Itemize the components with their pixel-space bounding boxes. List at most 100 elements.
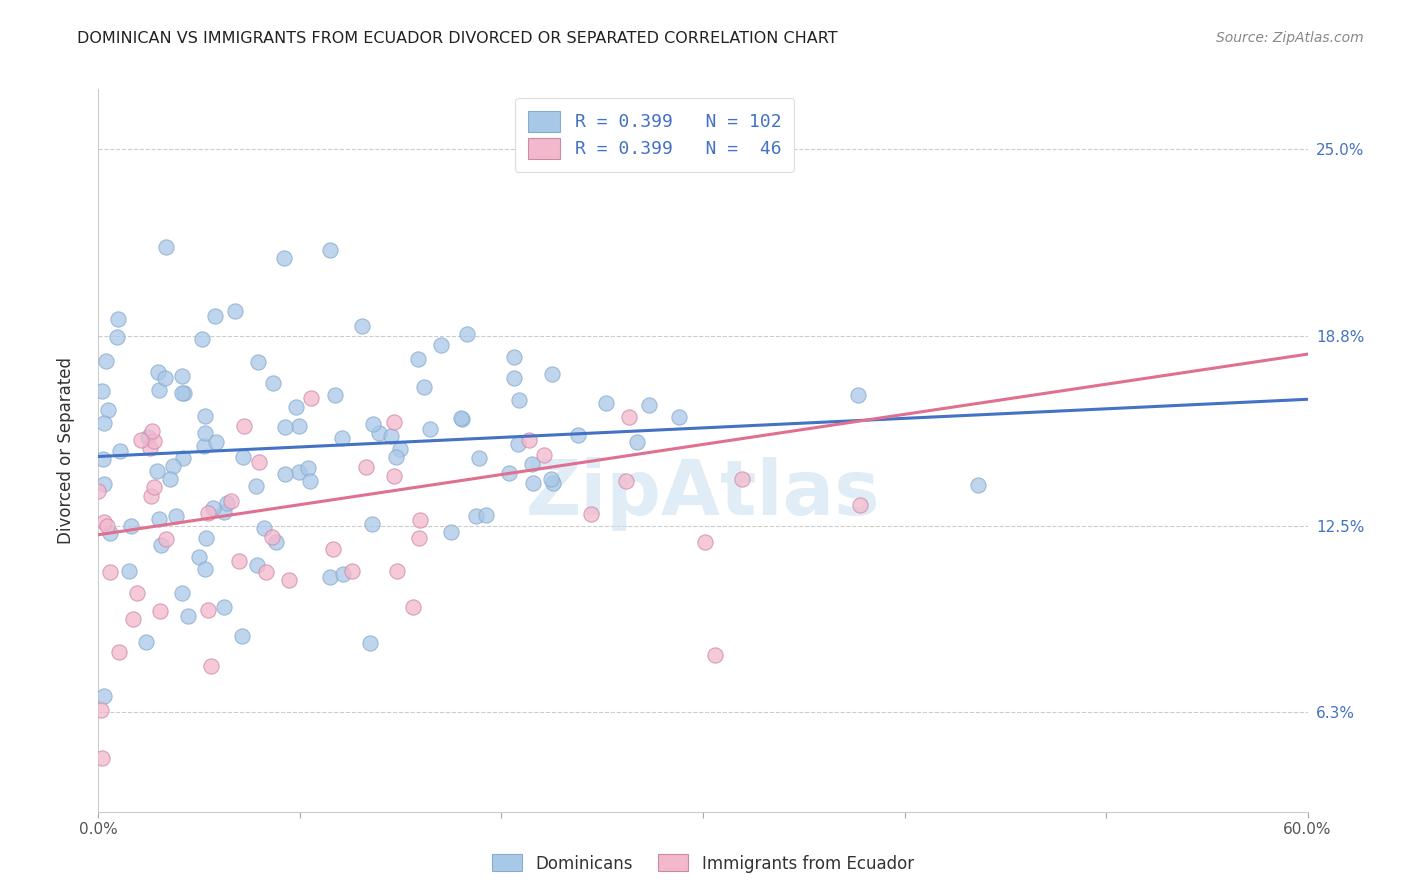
Point <box>94 354 117 368</box>
Point <box>299 391 322 405</box>
Point <box>380 429 402 443</box>
Point <box>172 450 194 465</box>
Point <box>323 388 346 402</box>
Legend: R = 0.399   N = 102, R = 0.399   N =  46: R = 0.399 N = 102, R = 0.399 N = 46 <box>515 98 794 171</box>
Point <box>125 585 148 599</box>
Point <box>277 573 299 587</box>
Point <box>247 354 270 368</box>
Point <box>406 351 429 366</box>
Point <box>231 629 253 643</box>
Point <box>541 367 564 381</box>
Point <box>340 564 363 578</box>
Point <box>456 326 478 341</box>
Point <box>173 386 195 401</box>
Point <box>93 416 115 430</box>
Point <box>273 467 295 481</box>
Point <box>219 494 242 508</box>
Point <box>273 251 295 265</box>
Point <box>91 451 114 466</box>
Point <box>579 507 602 521</box>
Point <box>285 401 308 415</box>
Point <box>619 409 641 424</box>
Point <box>93 515 115 529</box>
Point <box>730 472 752 486</box>
Point <box>413 379 436 393</box>
Point <box>98 565 121 579</box>
Point <box>146 365 169 379</box>
Point <box>131 433 153 447</box>
Point <box>165 508 187 523</box>
Point <box>253 521 276 535</box>
Point <box>212 505 235 519</box>
Point <box>153 371 176 385</box>
Point <box>155 240 177 254</box>
Point <box>98 525 121 540</box>
Point <box>122 612 145 626</box>
Point <box>249 455 271 469</box>
Point <box>139 442 162 456</box>
Point <box>361 417 384 432</box>
Point <box>668 410 690 425</box>
Point <box>262 530 284 544</box>
Point <box>120 519 142 533</box>
Point <box>91 384 114 399</box>
Point <box>430 337 453 351</box>
Point <box>195 531 218 545</box>
Point <box>408 531 430 545</box>
Point <box>567 427 589 442</box>
Point <box>135 634 157 648</box>
Text: ZipAtlas: ZipAtlas <box>526 457 880 531</box>
Text: DOMINICAN VS IMMIGRANTS FROM ECUADOR DIVORCED OR SEPARATED CORRELATION CHART: DOMINICAN VS IMMIGRANTS FROM ECUADOR DIV… <box>77 31 838 46</box>
Point <box>541 475 564 490</box>
Point <box>297 460 319 475</box>
Point <box>288 419 311 434</box>
Point <box>533 448 555 462</box>
Point <box>224 303 246 318</box>
Point <box>502 350 524 364</box>
Point <box>266 535 288 549</box>
Point <box>367 425 389 440</box>
Point <box>97 403 120 417</box>
Point <box>87 484 110 499</box>
Point <box>498 467 520 481</box>
Point <box>522 476 544 491</box>
Point <box>149 604 172 618</box>
Point <box>382 468 405 483</box>
Point <box>503 371 526 385</box>
Point <box>475 508 498 523</box>
Point <box>139 489 162 503</box>
Point <box>389 442 412 457</box>
Point <box>204 309 226 323</box>
Point <box>382 415 405 429</box>
Point <box>162 459 184 474</box>
Point <box>418 422 440 436</box>
Text: Source: ZipAtlas.com: Source: ZipAtlas.com <box>1216 31 1364 45</box>
Point <box>93 689 115 703</box>
Point <box>354 459 377 474</box>
Point <box>846 388 869 402</box>
Point <box>967 477 990 491</box>
Point <box>136 430 159 444</box>
Point <box>450 410 472 425</box>
Point <box>118 564 141 578</box>
Point <box>233 418 256 433</box>
Point <box>96 518 118 533</box>
Point <box>212 600 235 615</box>
Point <box>465 509 488 524</box>
Point <box>193 439 215 453</box>
Point <box>143 434 166 448</box>
Point <box>332 567 354 582</box>
Point <box>254 565 277 579</box>
Point <box>108 645 131 659</box>
Point <box>506 437 529 451</box>
Y-axis label: Divorced or Separated: Divorced or Separated <box>56 357 75 544</box>
Point <box>148 383 170 397</box>
Point <box>522 457 544 471</box>
Point <box>450 412 472 426</box>
Point <box>148 512 170 526</box>
Point <box>107 311 129 326</box>
Point <box>638 398 661 412</box>
Point <box>387 565 409 579</box>
Point <box>245 558 267 572</box>
Point <box>187 549 209 564</box>
